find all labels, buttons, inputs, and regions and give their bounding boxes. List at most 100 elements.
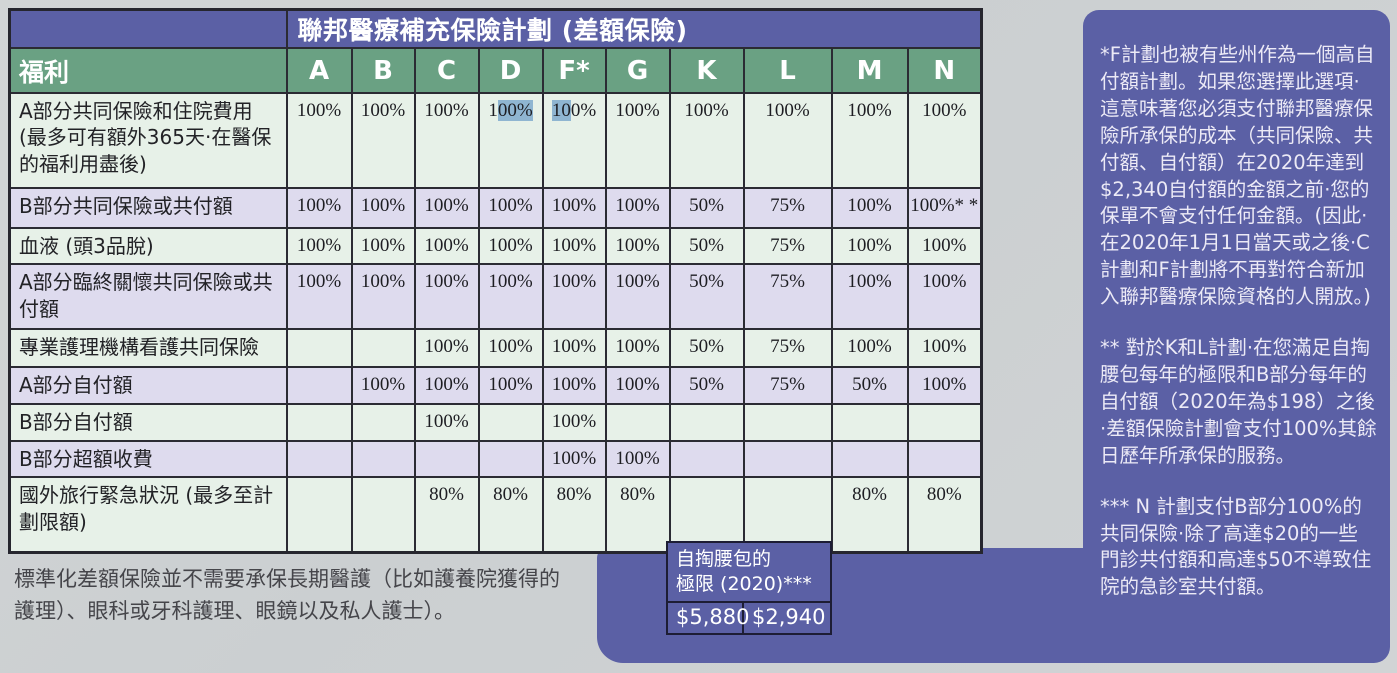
- plan-column-b: B: [350, 47, 416, 94]
- benefit-label: 專業護理機構看護共同保險: [8, 328, 288, 369]
- plan-value-cell: [285, 439, 353, 479]
- plan-value-cell: [668, 403, 745, 442]
- plan-value-cell: [742, 476, 833, 554]
- plan-value-cell: 100%: [477, 226, 544, 266]
- plan-value-cell: 80%: [604, 476, 671, 554]
- plan-value-cell: 100%: [285, 92, 353, 189]
- plan-value-cell: 100%: [541, 263, 607, 331]
- plan-value-cell: [285, 366, 353, 406]
- plan-column-c: C: [413, 47, 480, 94]
- plan-value-cell: 100%: [413, 328, 480, 369]
- table-row: A部分自付額 100% 100% 100% 100% 100% 50% 75% 50% 100%: [8, 366, 983, 406]
- plan-column-g: G: [604, 47, 671, 94]
- plan-value-cell: [742, 439, 833, 479]
- plan-value-cell: 75%: [742, 328, 833, 369]
- plan-value-cell: 100%: [285, 187, 353, 229]
- plan-value-cell: [604, 403, 671, 442]
- benefit-label: B部分超額收費: [8, 439, 288, 479]
- plan-value-cell: 100%* *: [906, 187, 983, 229]
- plan-value-cell: 100%: [541, 328, 607, 369]
- out-of-pocket-values-row: $5,880 $2,940: [668, 603, 830, 634]
- plan-value-cell: 100%: [742, 92, 833, 189]
- plan-value-cell: 100%: [604, 226, 671, 266]
- plan-value-cell: 100%: [413, 366, 480, 406]
- table-title: 聯邦醫療補充保險計劃 (差額保險): [285, 8, 983, 49]
- plan-value-cell: 50%: [668, 328, 745, 369]
- plan-value-cell: 100%: [285, 263, 353, 331]
- table-row: A部分臨終關懷共同保險或共付額 100% 100% 100% 100% 100% 100% 5…: [8, 263, 983, 331]
- plan-value-cell: 100%: [350, 187, 416, 229]
- table-row: A部分共同保險和住院費用 (最多可有額外365天·在醫保的福利用盡後) 100% 1…: [8, 92, 983, 189]
- plan-value-cell: 100%: [830, 328, 909, 369]
- plan-value-cell: 100%: [906, 226, 983, 266]
- plan-value-cell: 100%: [906, 92, 983, 189]
- plan-value-cell: 100%: [604, 263, 671, 331]
- plan-column-n: N: [906, 47, 983, 94]
- plan-value-cell: 100%: [477, 263, 544, 331]
- selection-highlight: 00%: [497, 100, 533, 121]
- plan-value-cell: 100%: [604, 366, 671, 406]
- plan-column-m: M: [830, 47, 909, 94]
- table-row: 專業護理機構看護共同保險 100% 100% 100% 100% 50% 75% 100% 10…: [8, 328, 983, 369]
- benefit-label: A部分臨終關懷共同保險或共付額: [8, 263, 288, 331]
- plan-value-cell: 75%: [742, 263, 833, 331]
- plan-value-cell: 100%: [350, 92, 416, 189]
- selection-highlight: 10: [551, 100, 571, 121]
- out-of-pocket-limit-table: 自掏腰包的 極限 (2020)*** $5,880 $2,940: [666, 541, 832, 636]
- plan-value-cell: 100%: [541, 187, 607, 229]
- plan-value-cell: 50%: [668, 366, 745, 406]
- table-title-row: 聯邦醫療補充保險計劃 (差額保險): [8, 8, 983, 49]
- plan-value-cell: 100%: [541, 92, 607, 189]
- plan-value-cell: [350, 403, 416, 442]
- plan-value-cell: [285, 328, 353, 369]
- plan-value-cell: [350, 328, 416, 369]
- plan-value-cell: [668, 439, 745, 479]
- plan-value-cell: 100%: [413, 403, 480, 442]
- plan-value-cell: [413, 439, 480, 479]
- plan-value-cell: 100%: [413, 263, 480, 331]
- plan-value-cell: 50%: [668, 187, 745, 229]
- out-of-pocket-header: 自掏腰包的 極限 (2020)***: [668, 543, 830, 604]
- side-notes-panel: *F計劃也被有些州作為一個高自付額計劃。如果您選擇此選項·這意味著您必須支付聯邦…: [1083, 10, 1390, 663]
- plan-header-row: 福利 A B C D F* G K L M N: [8, 47, 983, 94]
- table-row: 國外旅行緊急狀況 (最多至計劃限額) 80% 80% 80% 80% 80% 80%: [8, 476, 983, 554]
- plan-value-cell: 100%: [413, 92, 480, 189]
- plan-value-cell: 100%: [604, 92, 671, 189]
- plan-value-cell: [830, 403, 909, 442]
- plan-value-cell: 100%: [906, 328, 983, 369]
- plan-column-d: D: [477, 47, 544, 94]
- benefit-label: 血液 (頭3品脫): [8, 226, 288, 266]
- plan-value-cell: 50%: [668, 226, 745, 266]
- plan-value-cell: [285, 476, 353, 554]
- plan-value-cell: [285, 403, 353, 442]
- plan-value-cell: 100%: [541, 403, 607, 442]
- benefits-table-body: A部分共同保險和住院費用 (最多可有額外365天·在醫保的福利用盡後) 100% 1…: [8, 92, 983, 554]
- plan-value-cell: 80%: [477, 476, 544, 554]
- plan-value-cell: 100%: [541, 439, 607, 479]
- plan-value-cell: 80%: [830, 476, 909, 554]
- out-of-pocket-value-plan-l: $2,940: [752, 605, 826, 630]
- table-row: B部分超額收費 100% 100%: [8, 439, 983, 479]
- benefit-label: A部分自付額: [8, 366, 288, 406]
- coverage-exclusions-footnote: 標準化差額保險並不需要承保長期醫護（比如護養院獲得的護理）、眼科或牙科護理、眼鏡…: [14, 567, 560, 623]
- plan-value-cell: 100%: [604, 439, 671, 479]
- plan-value-cell: [830, 439, 909, 479]
- plan-value-cell: 100%: [906, 366, 983, 406]
- plan-value-cell: 100%: [541, 366, 607, 406]
- plan-column-k: K: [668, 47, 745, 94]
- plan-column-l: L: [742, 47, 833, 94]
- benefit-label: A部分共同保險和住院費用 (最多可有額外365天·在醫保的福利用盡後): [8, 92, 288, 189]
- benefit-label: B部分自付額: [8, 403, 288, 442]
- plan-value-cell: [906, 403, 983, 442]
- plan-value-cell: 100%: [350, 366, 416, 406]
- plan-value-cell: 100%: [285, 226, 353, 266]
- table-row: B部分自付額 100% 100%: [8, 403, 983, 442]
- plan-value-cell: 100%: [477, 187, 544, 229]
- plan-value-cell: [350, 476, 416, 554]
- plan-value-cell: 100%: [350, 226, 416, 266]
- plan-value-cell: 100%: [830, 263, 909, 331]
- plan-value-cell: 100%: [906, 263, 983, 331]
- benefit-column-header: 福利: [8, 47, 288, 94]
- plan-value-cell: 75%: [742, 187, 833, 229]
